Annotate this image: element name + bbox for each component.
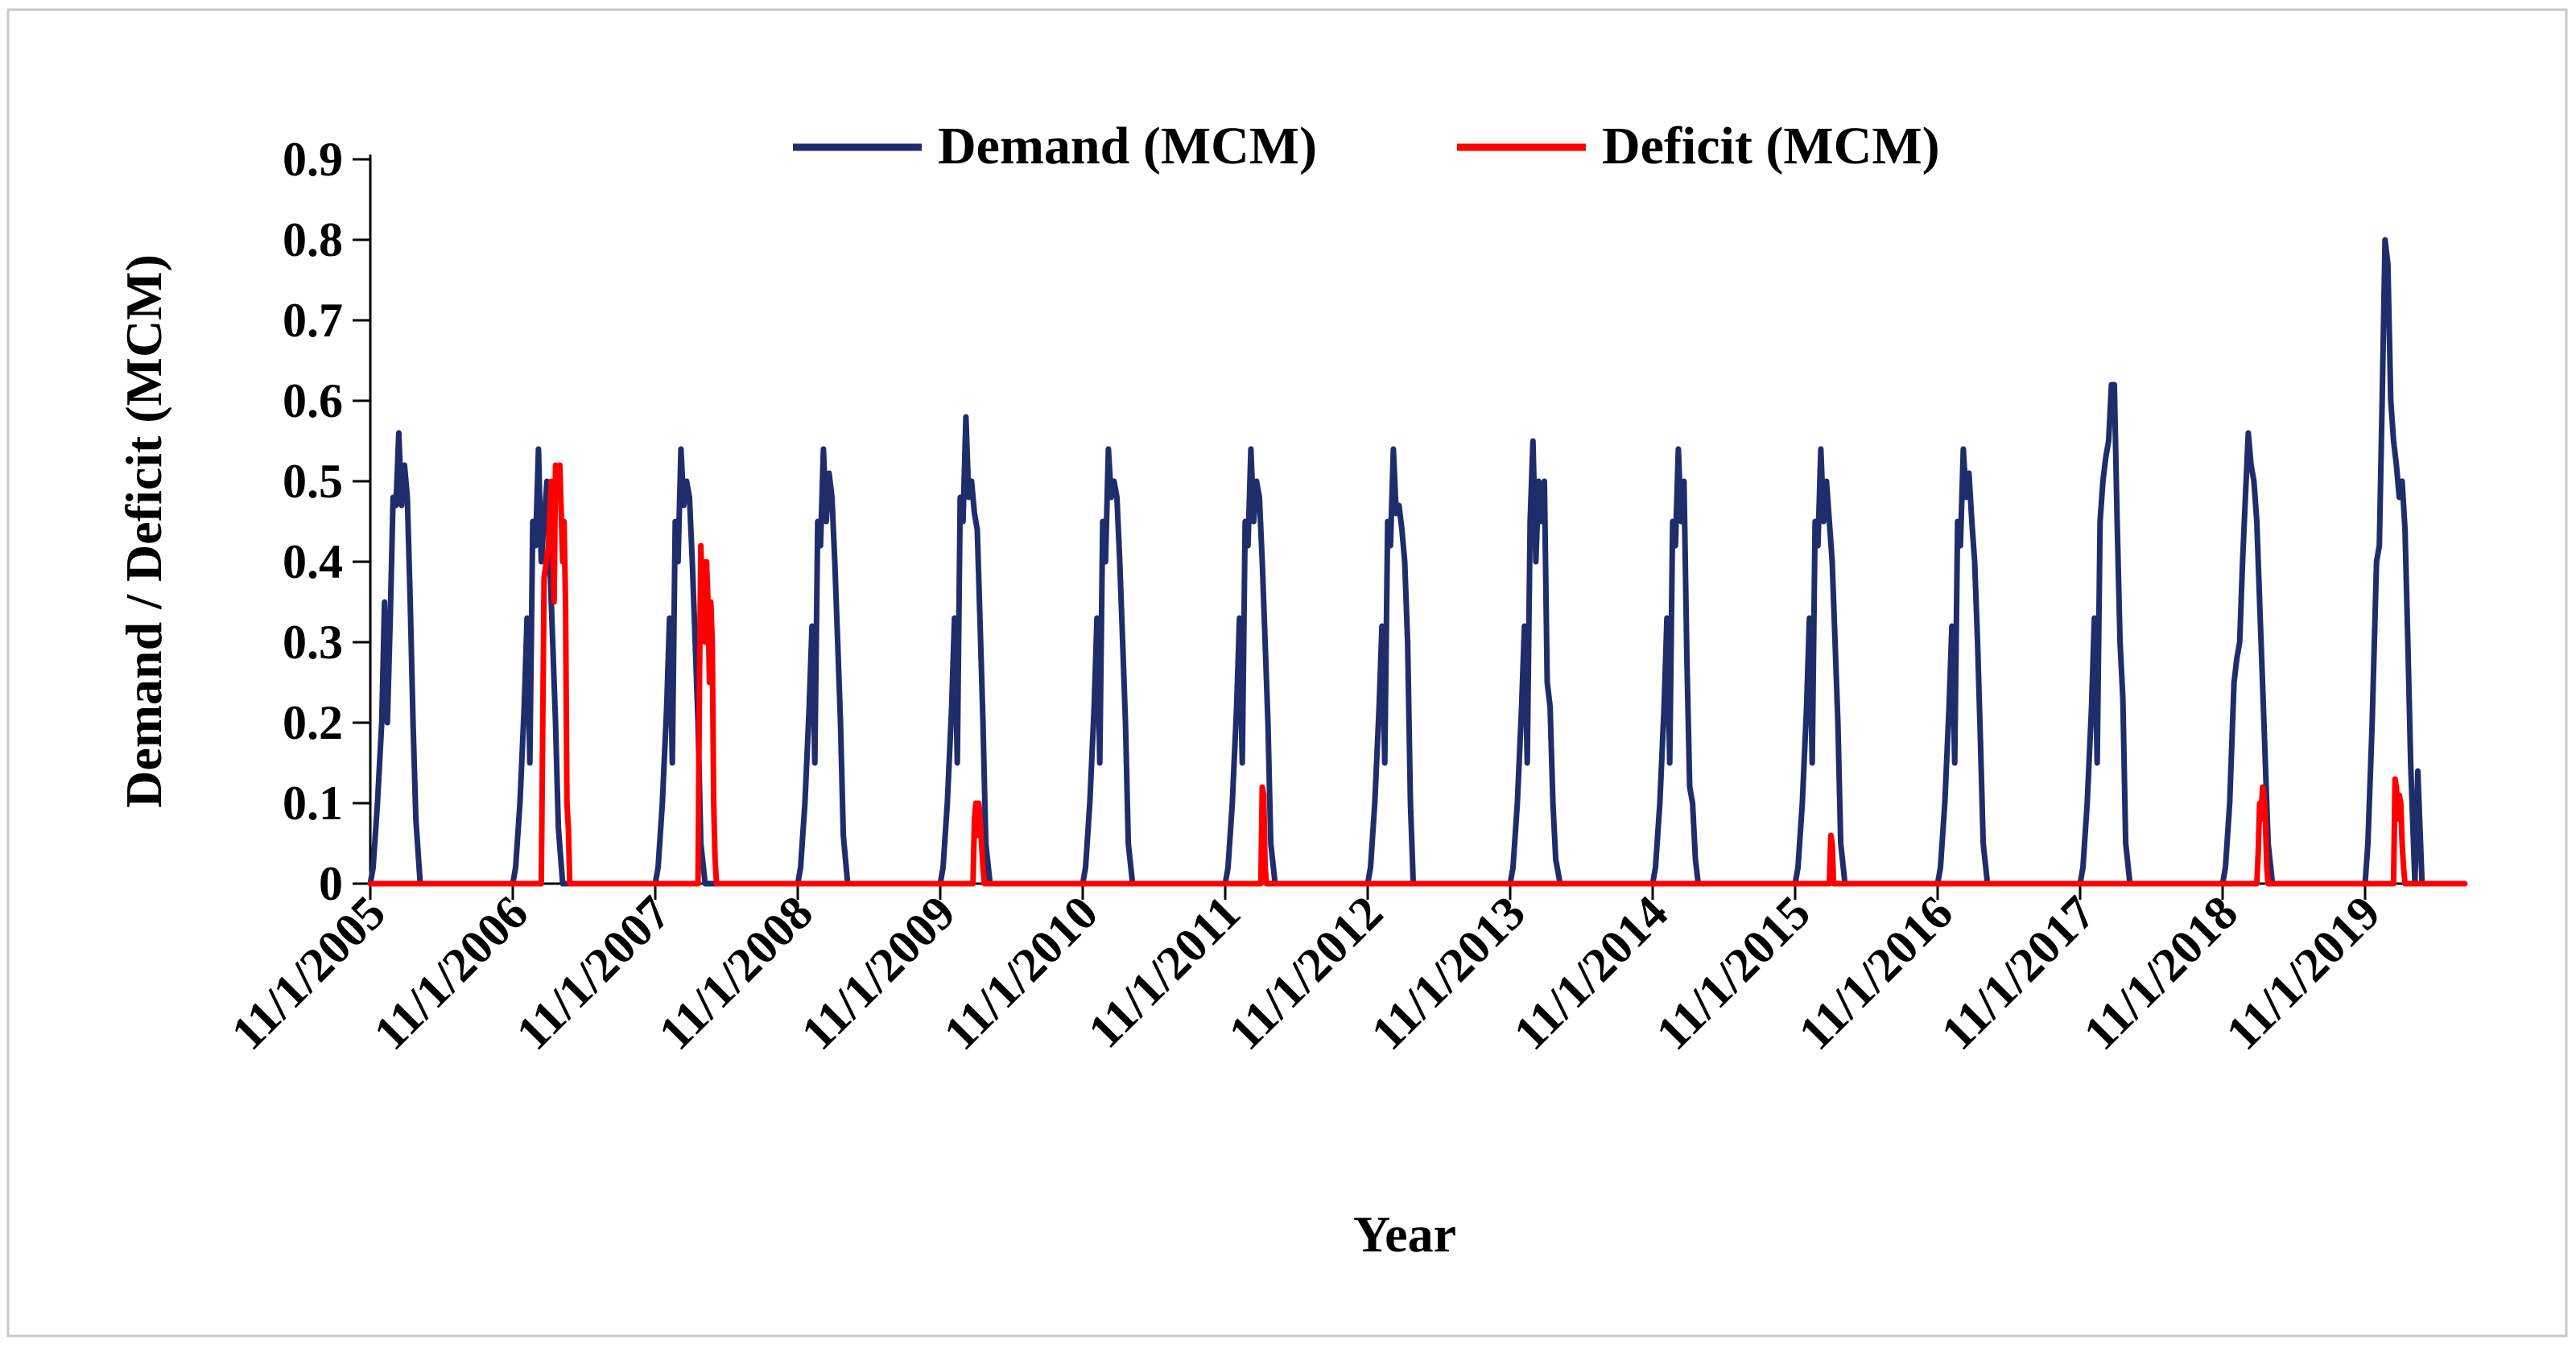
demand-series-line (367, 237, 2433, 887)
y-tick-label: 0.1 (283, 777, 343, 830)
y-tick-label: 0.8 (283, 213, 343, 266)
y-tick-label: 0 (319, 857, 343, 910)
y-tick-label: 0.7 (283, 294, 343, 347)
legend-label-demand: Demand (MCM) (938, 117, 1317, 175)
y-tick-label: 0.6 (283, 374, 343, 427)
y-tick-label: 0.2 (283, 696, 343, 749)
legend: Demand (MCM) Deficit (MCM) (793, 117, 1940, 175)
series-layer (367, 237, 2468, 887)
y-tick-label: 0.4 (283, 535, 343, 588)
y-tick-label: 0.5 (283, 455, 343, 508)
y-tick-label: 0.3 (283, 616, 343, 669)
x-axis-title: Year (1353, 1206, 1456, 1263)
deficit-series-line (367, 462, 2468, 887)
y-axis-title: Demand / Deficit (MCM) (115, 254, 172, 808)
y-tick-label: 0.9 (283, 133, 343, 186)
chart-frame (6, 8, 2568, 1338)
legend-label-deficit: Deficit (MCM) (1602, 117, 1940, 175)
y-ticks: 0 0.1 0.2 0.3 0.4 0.5 0.6 0.7 0.8 0.9 (283, 133, 370, 910)
